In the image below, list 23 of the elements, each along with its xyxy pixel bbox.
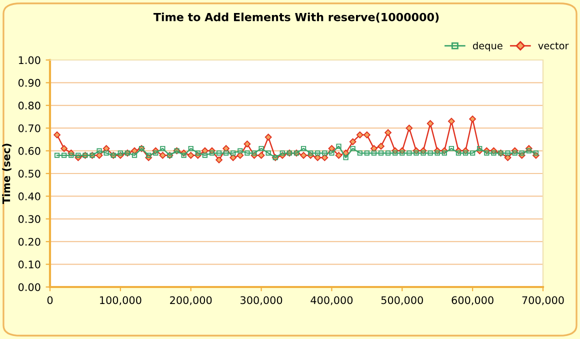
y-tick-label: 0.80 [18,102,40,110]
y-tick-label: 0.00 [18,283,40,292]
y-tick-label: 0.70 [18,124,40,132]
y-tick-label: 0.30 [18,215,40,224]
y-tick-label: 0.40 [18,192,40,200]
y-tick-label: 1.00 [18,56,40,64]
y-tick-label: 0.50 [18,170,40,178]
x-tick-label: 0 [47,296,53,304]
x-tick-label: 200,000 [170,296,212,306]
x-tick-label: 500,000 [381,296,423,306]
legend-label: deque [472,42,502,52]
x-tick-label: 300,000 [240,296,282,306]
x-tick-label: 600,000 [452,296,494,306]
x-tick-label: 400,000 [310,296,353,306]
y-axis-title: Time (sec) [2,144,12,204]
y-tick-label: 0.60 [18,147,40,155]
legend-label: vector [538,42,569,50]
chart-title: Time to Add Elements With reserve(1000000) [153,12,439,23]
x-tick-label: 100,000 [100,296,142,306]
y-tick-label: 0.10 [18,260,40,268]
y-tick-label: 0.20 [18,238,40,246]
x-tick-label: 700,000 [522,296,564,306]
y-tick-label: 0.90 [18,78,40,87]
